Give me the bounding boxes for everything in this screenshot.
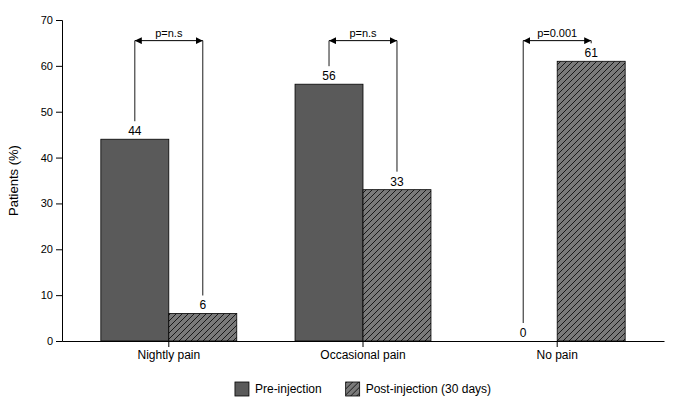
x-tick: Nightly pain bbox=[137, 341, 200, 362]
y-tick-mark bbox=[56, 66, 62, 67]
legend: Pre-injection Post-injection (30 days) bbox=[235, 382, 491, 396]
bar bbox=[169, 313, 237, 341]
y-tick: 0 bbox=[47, 335, 62, 347]
y-tick-label: 60 bbox=[41, 60, 53, 72]
bar bbox=[489, 341, 557, 342]
y-tick-mark bbox=[56, 341, 62, 342]
y-tick: 10 bbox=[41, 289, 62, 301]
data-label: 6 bbox=[199, 298, 206, 312]
y-tick-mark bbox=[56, 249, 62, 250]
y-tick-mark bbox=[56, 158, 62, 159]
y-tick-mark bbox=[56, 20, 62, 21]
annotation-line bbox=[134, 41, 135, 122]
annotation-line bbox=[202, 41, 203, 296]
x-axis: Nightly pain Occasional pain No pain bbox=[63, 341, 665, 362]
annotation-line bbox=[523, 41, 524, 323]
data-label: 0 bbox=[520, 326, 527, 340]
annotation-label: p=n.s bbox=[155, 27, 183, 39]
y-tick-label: 30 bbox=[41, 197, 53, 209]
x-tick-mark bbox=[557, 341, 558, 347]
y-tick-mark bbox=[56, 112, 62, 113]
y-tick-label: 40 bbox=[41, 152, 53, 164]
x-tick-mark bbox=[363, 341, 364, 347]
y-tick: 40 bbox=[41, 152, 62, 164]
data-labels: 44 56 0 6 33 61 bbox=[128, 46, 598, 340]
y-tick: 20 bbox=[41, 243, 62, 255]
annotation-arrow bbox=[329, 40, 397, 41]
y-tick: 30 bbox=[41, 197, 62, 209]
y-axis: 0 10 20 30 40 50 60 70 bbox=[41, 14, 63, 347]
y-tick-mark bbox=[56, 203, 62, 204]
x-tick-label: Occasional pain bbox=[320, 348, 405, 362]
bar bbox=[101, 139, 169, 341]
y-tick: 60 bbox=[41, 60, 62, 72]
data-label: 61 bbox=[584, 46, 598, 60]
y-tick-label: 0 bbox=[47, 335, 53, 347]
x-tick-mark bbox=[168, 341, 169, 347]
annotation-arrow bbox=[135, 40, 203, 41]
x-tick-label: Nightly pain bbox=[137, 348, 200, 362]
legend-item: Post-injection (30 days) bbox=[346, 382, 491, 396]
data-label: 44 bbox=[128, 124, 142, 138]
annotations: p=n.s p=n.s p=0.001 bbox=[135, 27, 591, 323]
data-label: 33 bbox=[390, 175, 404, 189]
y-tick-label: 20 bbox=[41, 243, 53, 255]
annotation-label: p=0.001 bbox=[537, 27, 577, 39]
annotation-line bbox=[396, 41, 397, 172]
y-tick-mark bbox=[56, 295, 62, 296]
annotation-label: p=n.s bbox=[349, 27, 377, 39]
legend-label: Post-injection (30 days) bbox=[366, 382, 491, 396]
x-tick: No pain bbox=[537, 341, 578, 362]
x-tick-label: No pain bbox=[537, 348, 578, 362]
legend-label: Pre-injection bbox=[255, 382, 322, 396]
annotation-line bbox=[591, 41, 592, 44]
y-tick: 70 bbox=[41, 14, 62, 26]
y-tick: 50 bbox=[41, 106, 62, 118]
y-axis-line bbox=[56, 21, 63, 342]
legend-swatch bbox=[346, 382, 360, 396]
data-label: 56 bbox=[322, 69, 336, 83]
legend-swatch bbox=[235, 382, 249, 396]
bar bbox=[557, 61, 625, 341]
bars bbox=[101, 61, 625, 341]
y-tick-label: 10 bbox=[41, 289, 53, 301]
x-tick: Occasional pain bbox=[320, 341, 405, 362]
plot: 010203040506070Nightly painOccasional pa… bbox=[6, 14, 665, 362]
bar bbox=[295, 84, 363, 341]
bar bbox=[363, 190, 431, 341]
y-tick-label: 50 bbox=[41, 106, 53, 118]
annotation-line bbox=[329, 41, 330, 67]
legend-item: Pre-injection bbox=[235, 382, 322, 396]
chart: 010203040506070Nightly painOccasional pa… bbox=[0, 0, 684, 415]
annotation-arrow bbox=[523, 40, 591, 41]
y-axis-title: Patients (%) bbox=[6, 145, 21, 216]
y-tick-label: 70 bbox=[41, 14, 53, 26]
